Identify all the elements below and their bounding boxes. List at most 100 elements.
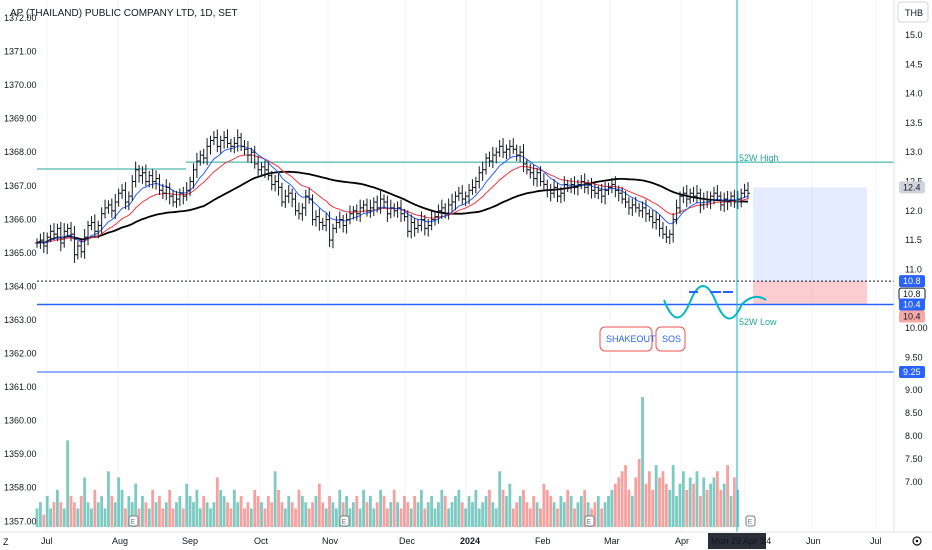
volume-bar bbox=[290, 502, 294, 527]
volume-bar bbox=[641, 397, 644, 527]
volume-bar bbox=[348, 508, 352, 527]
volume-bar bbox=[403, 496, 406, 527]
wave-drawing bbox=[663, 285, 767, 320]
volume-bar bbox=[127, 496, 131, 527]
left-tick-label: 1357.00 bbox=[4, 516, 37, 526]
volume-bar bbox=[79, 496, 83, 527]
volume-bar bbox=[545, 489, 549, 527]
volume-bar bbox=[93, 489, 97, 527]
volume-bar bbox=[477, 508, 481, 527]
volume-bar bbox=[573, 508, 576, 527]
volume-bar bbox=[664, 483, 668, 527]
volume-bar bbox=[195, 489, 199, 527]
volume-bar bbox=[110, 496, 114, 527]
volume-bar bbox=[103, 508, 107, 527]
volume-bar bbox=[634, 477, 638, 527]
volume-bar bbox=[525, 502, 529, 527]
volume-bar bbox=[253, 489, 257, 527]
volume-bar bbox=[654, 465, 658, 527]
volume-bar bbox=[515, 502, 519, 527]
volume-bar bbox=[300, 496, 304, 527]
right-tick-label: 10.00 bbox=[905, 323, 928, 333]
earnings-marker-label: E bbox=[587, 519, 592, 526]
right-tick-label: 7.50 bbox=[905, 454, 923, 464]
volume-bar bbox=[702, 477, 706, 527]
volume-bar bbox=[600, 508, 604, 527]
volume-bar bbox=[433, 508, 437, 527]
volume-bar bbox=[447, 508, 451, 527]
right-tick-label: 13.0 bbox=[905, 147, 923, 157]
volume-bar bbox=[437, 502, 440, 527]
earnings-marker-label: E bbox=[748, 519, 753, 526]
volume-bar bbox=[488, 489, 491, 527]
volume-bar bbox=[688, 477, 692, 527]
settings-icon[interactable] bbox=[912, 536, 922, 546]
left-tick-label: 1360.00 bbox=[4, 416, 37, 426]
time-tick-label: Jun bbox=[806, 536, 821, 546]
volume-bar bbox=[692, 483, 695, 527]
volume-bar bbox=[651, 489, 655, 527]
time-cursor-label: Mon 29 Apr '24 bbox=[711, 536, 771, 546]
earnings-marker bbox=[339, 515, 350, 527]
volume-bar bbox=[709, 483, 712, 527]
volume-bar bbox=[192, 502, 195, 527]
volume-bar bbox=[603, 502, 607, 527]
left-tick-label: 1358.00 bbox=[4, 483, 37, 493]
volume-bar bbox=[314, 496, 318, 527]
volume-bar bbox=[732, 477, 736, 527]
volume-bar bbox=[668, 489, 672, 527]
volume-bar bbox=[532, 496, 536, 527]
left-tick-label: 1362.00 bbox=[4, 349, 37, 359]
earnings-marker bbox=[745, 515, 756, 527]
price-tag-label: 10.8 bbox=[903, 276, 921, 286]
time-axis[interactable]: JulAugSepOctNovDec2024FebMarAprMayJunJul… bbox=[41, 533, 882, 549]
volume-bar bbox=[137, 508, 141, 527]
volume-bar bbox=[266, 496, 270, 527]
left-tick-label: 1361.00 bbox=[4, 382, 37, 392]
volume-bar bbox=[675, 496, 678, 527]
currency-button[interactable] bbox=[897, 1, 929, 23]
left-price-axis[interactable]: 1372.00 1371.00 1370.00 1369.00 1368.00 1367.… bbox=[4, 13, 37, 526]
volume-bar bbox=[576, 502, 580, 527]
volume-bar bbox=[729, 496, 733, 527]
volume-bar bbox=[501, 489, 505, 527]
volume-bar bbox=[164, 502, 168, 527]
volume-bar bbox=[185, 483, 189, 527]
volume-bar bbox=[49, 508, 53, 527]
right-tick-label: 8.00 bbox=[905, 431, 923, 441]
volume-bar bbox=[620, 471, 624, 527]
chart-title: AP (THAILAND) PUBLIC COMPANY LTD, 1D, SE… bbox=[10, 8, 238, 19]
volume-bar bbox=[307, 508, 311, 527]
earnings-marker bbox=[128, 515, 139, 527]
volume-bar bbox=[144, 502, 148, 527]
volume-bar bbox=[474, 489, 478, 527]
volume-bar bbox=[712, 477, 716, 527]
volume-bar bbox=[498, 471, 502, 527]
volume-bar bbox=[107, 471, 110, 527]
volume-bar bbox=[202, 496, 206, 527]
volume-bar bbox=[464, 508, 468, 527]
right-tick-label: 14.5 bbox=[905, 59, 923, 69]
right-tick-label: 13.5 bbox=[905, 118, 923, 128]
volume-bar bbox=[719, 489, 723, 527]
volume-bar bbox=[249, 508, 253, 527]
volume-bar bbox=[311, 502, 314, 527]
volume-bar bbox=[236, 502, 240, 527]
volume-bar bbox=[263, 508, 267, 527]
right-tick-label: 7.00 bbox=[905, 477, 923, 487]
volume-bar bbox=[443, 496, 447, 527]
volume-bar bbox=[73, 502, 76, 527]
time-tick-label: Oct bbox=[254, 536, 269, 546]
price-tag bbox=[899, 298, 925, 311]
volume-bar bbox=[243, 508, 246, 527]
volume-bar bbox=[334, 508, 338, 527]
volume-bar bbox=[283, 508, 287, 527]
volume-bar bbox=[351, 502, 355, 527]
volume-bar bbox=[66, 440, 70, 527]
volume-bar bbox=[59, 502, 63, 527]
volume-bar bbox=[522, 489, 525, 527]
volume-bar bbox=[321, 502, 325, 527]
volume-bar bbox=[681, 471, 685, 527]
scale-mode-label[interactable]: Z bbox=[3, 537, 9, 547]
